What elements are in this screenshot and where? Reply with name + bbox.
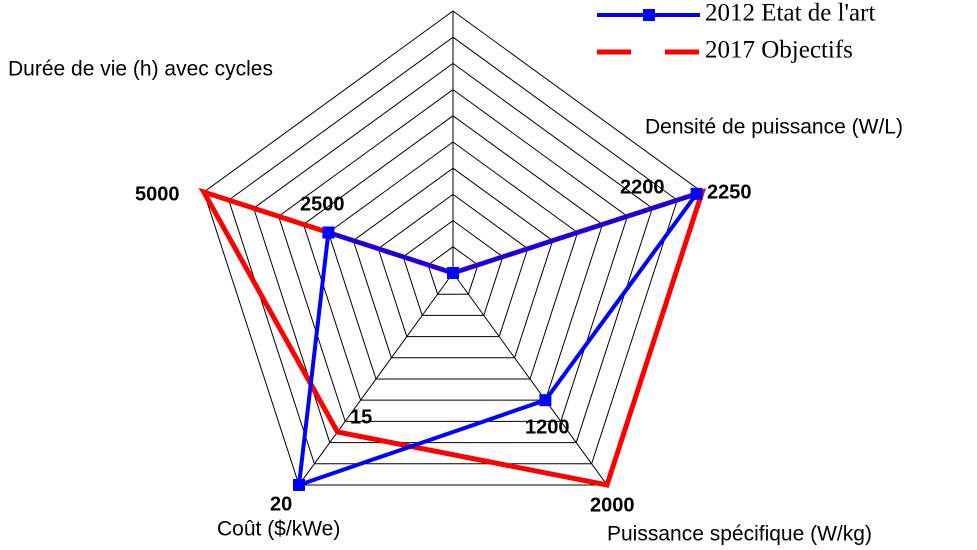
spoke <box>298 272 454 486</box>
axis-label: Puissance spécifique (W/kg) <box>607 523 872 546</box>
data-label: 1200 <box>525 416 570 438</box>
legend-label: 2017 Objectifs <box>705 37 853 64</box>
marker <box>447 267 459 279</box>
grid-ring <box>277 88 629 422</box>
grid-ring <box>427 246 479 295</box>
grid-ring <box>327 141 579 380</box>
legend-marker <box>643 9 655 21</box>
axis-label: Densité de puissance (W/L) <box>645 116 903 139</box>
grid-ring <box>253 62 653 444</box>
marker <box>539 394 552 407</box>
data-label: 2200 <box>620 176 665 198</box>
grid-ring <box>377 193 529 338</box>
grid-ring <box>402 219 504 316</box>
grid-ring <box>302 115 604 401</box>
marker <box>322 226 335 239</box>
marker <box>293 478 306 491</box>
axis-label: Durée de vie (h) avec cycles <box>8 58 273 81</box>
spoke <box>452 272 608 486</box>
data-label: 2250 <box>707 181 752 203</box>
grid-ring <box>203 10 703 486</box>
data-label: 2000 <box>590 494 635 516</box>
data-label: 15 <box>350 406 372 428</box>
grid-ring <box>228 36 678 465</box>
grid-ring <box>352 167 554 359</box>
axis-label: Coût ($/kWe) <box>217 518 340 541</box>
data-label: 20 <box>270 493 292 515</box>
marker <box>690 187 703 200</box>
legend-label: 2012 Etat de l'art <box>705 0 875 27</box>
data-label: 2500 <box>300 193 345 215</box>
series-line <box>296 190 702 488</box>
data-label: 5000 <box>135 183 180 205</box>
